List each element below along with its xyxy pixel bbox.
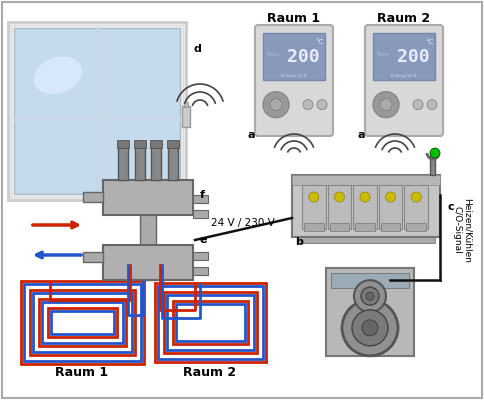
Text: 200: 200 xyxy=(397,48,430,66)
Text: b: b xyxy=(295,237,303,247)
Bar xyxy=(373,33,435,80)
Bar xyxy=(193,195,208,203)
Ellipse shape xyxy=(34,57,82,94)
Bar xyxy=(328,185,351,229)
Bar xyxy=(118,145,128,180)
Circle shape xyxy=(361,287,379,305)
Bar xyxy=(297,237,435,243)
Bar xyxy=(355,223,375,231)
Bar xyxy=(24,284,140,360)
Text: Raum 2: Raum 2 xyxy=(183,366,237,378)
Bar xyxy=(151,145,161,180)
Text: R-Temp V1.8: R-Temp V1.8 xyxy=(281,74,307,78)
Bar xyxy=(117,140,129,148)
Bar xyxy=(39,298,125,346)
Text: 200: 200 xyxy=(287,48,319,66)
Text: d: d xyxy=(194,44,202,54)
Circle shape xyxy=(270,99,282,111)
Bar xyxy=(167,140,179,148)
Bar xyxy=(430,153,435,175)
Bar xyxy=(20,280,143,364)
Text: State: State xyxy=(267,52,280,57)
Bar xyxy=(182,106,190,127)
Bar xyxy=(304,223,324,231)
Bar xyxy=(381,223,400,231)
Bar xyxy=(407,223,426,231)
Circle shape xyxy=(413,100,423,110)
Bar xyxy=(184,102,188,107)
Circle shape xyxy=(386,192,395,202)
Bar xyxy=(263,33,325,80)
Text: c: c xyxy=(448,202,454,212)
Bar xyxy=(172,300,247,344)
Text: 24 V / 230 V: 24 V / 230 V xyxy=(211,218,275,228)
Bar xyxy=(42,302,122,342)
Bar xyxy=(140,180,156,280)
Bar xyxy=(326,268,414,356)
Text: e: e xyxy=(200,235,208,245)
Bar xyxy=(50,310,114,334)
Circle shape xyxy=(360,192,370,202)
Bar xyxy=(83,192,103,202)
Bar xyxy=(193,267,208,275)
Bar xyxy=(193,252,208,260)
Bar xyxy=(14,28,180,194)
Bar xyxy=(164,292,257,352)
Text: R-Temp V1.8: R-Temp V1.8 xyxy=(391,74,417,78)
FancyBboxPatch shape xyxy=(255,25,333,136)
Bar xyxy=(47,308,117,336)
Circle shape xyxy=(354,280,386,312)
Bar xyxy=(292,175,440,185)
Bar xyxy=(11,25,183,197)
Bar xyxy=(330,223,349,231)
Circle shape xyxy=(411,192,421,202)
Bar xyxy=(166,294,254,350)
Bar xyxy=(292,175,440,237)
Text: °C: °C xyxy=(426,40,434,46)
Bar xyxy=(353,185,377,229)
Bar xyxy=(8,22,186,200)
Bar xyxy=(103,180,193,215)
Circle shape xyxy=(309,192,319,202)
FancyBboxPatch shape xyxy=(365,25,443,136)
Text: f: f xyxy=(200,190,205,200)
Bar xyxy=(135,145,145,180)
Bar xyxy=(331,273,409,288)
Bar xyxy=(379,185,402,229)
Bar xyxy=(154,282,266,362)
Circle shape xyxy=(362,320,378,336)
Circle shape xyxy=(366,292,374,300)
Bar xyxy=(150,140,162,148)
Text: Heizen/Kühlen
C/O-Signal: Heizen/Kühlen C/O-Signal xyxy=(453,198,472,262)
Circle shape xyxy=(334,192,345,202)
Bar xyxy=(193,210,208,218)
Bar xyxy=(157,286,262,358)
Circle shape xyxy=(380,99,392,111)
Circle shape xyxy=(303,100,313,110)
Bar xyxy=(405,185,428,229)
Bar xyxy=(168,145,178,180)
Circle shape xyxy=(427,100,437,110)
Bar xyxy=(134,140,146,148)
Text: Raum 1: Raum 1 xyxy=(268,12,320,24)
Text: Raum 1: Raum 1 xyxy=(56,366,108,378)
Bar xyxy=(30,290,135,354)
Text: a: a xyxy=(358,130,365,140)
Text: a: a xyxy=(248,130,256,140)
Bar xyxy=(103,245,193,280)
Bar xyxy=(176,304,244,340)
Bar xyxy=(302,185,326,229)
Text: Raum 2: Raum 2 xyxy=(378,12,431,24)
Text: State: State xyxy=(377,52,390,57)
Text: °C: °C xyxy=(316,40,324,46)
Circle shape xyxy=(263,92,289,118)
Circle shape xyxy=(430,148,440,158)
Circle shape xyxy=(373,92,399,118)
Circle shape xyxy=(317,100,327,110)
Bar xyxy=(32,292,132,352)
Bar xyxy=(83,252,103,262)
Circle shape xyxy=(352,310,388,346)
Circle shape xyxy=(342,300,398,356)
